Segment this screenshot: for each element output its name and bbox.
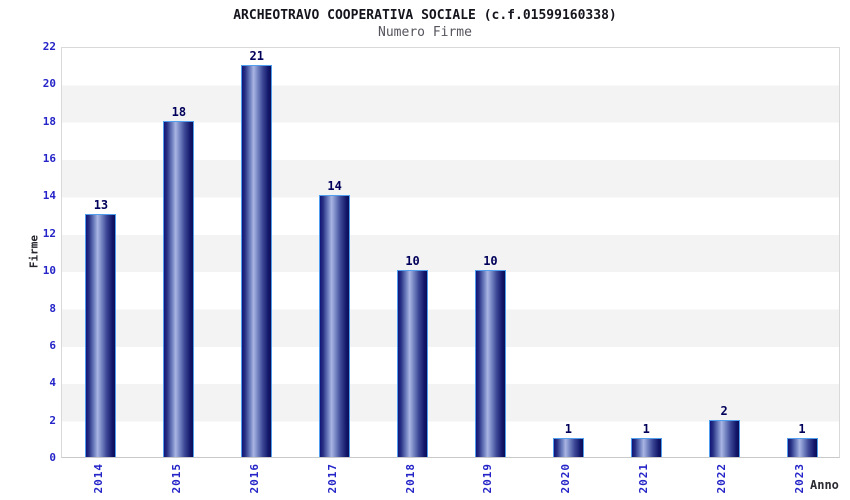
bar-value-label: 1	[564, 422, 572, 436]
y-tick-label: 2	[49, 413, 56, 427]
x-tick-label: 2022	[715, 463, 729, 494]
bar-2018	[397, 270, 429, 457]
x-tick-label: 2014	[91, 463, 105, 494]
bar-value-label: 1	[642, 422, 650, 436]
bar-value-label: 2	[720, 404, 728, 418]
y-tick-label: 18	[42, 114, 56, 128]
bar-2020	[552, 438, 584, 457]
x-tick-label: 2019	[481, 463, 495, 494]
x-tick-label: 2017	[325, 463, 339, 494]
x-tick-label: 2020	[559, 463, 573, 494]
bar-value-label: 14	[327, 179, 342, 193]
bar-value-label: 18	[171, 105, 187, 119]
bar-value-label: 21	[249, 49, 264, 63]
x-tick-label: 2021	[637, 463, 651, 494]
bar-2017	[319, 195, 351, 457]
bar-2014	[85, 214, 117, 457]
y-tick-label: 0	[49, 451, 56, 464]
bar-value-label: 10	[483, 254, 498, 268]
plot-area: 13 18 21 14 10 10 1 1 2 1	[61, 47, 840, 458]
y-tick-label: 16	[42, 152, 56, 166]
x-tick-label: 2015	[169, 463, 183, 494]
y-tick-label: 20	[42, 77, 56, 91]
chart-subtitle: Numero Firme	[378, 25, 472, 40]
y-tick-label: 12	[42, 226, 56, 240]
x-tick-label: 2018	[403, 463, 417, 494]
bar-2021	[630, 438, 662, 457]
chart-title: ARCHEOTRAVO COOPERATIVA SOCIALE (c.f.015…	[233, 8, 617, 23]
y-tick-label: 6	[49, 338, 56, 352]
y-tick-label: 4	[49, 376, 56, 390]
bar-2016	[241, 65, 273, 457]
y-tick-label: 10	[42, 264, 56, 278]
x-axis-title: Anno	[810, 478, 839, 492]
x-tick-label: 2023	[793, 463, 807, 494]
y-axis-title: Firme	[27, 234, 41, 269]
bar-2019	[474, 270, 506, 457]
bar-2023	[786, 438, 818, 457]
x-tick-label: 2016	[247, 463, 261, 494]
y-tick-label: 14	[42, 189, 56, 203]
bar-value-label: 10	[405, 254, 420, 268]
bar-value-label: 1	[798, 422, 806, 436]
bar-value-label: 13	[93, 198, 109, 212]
y-tick-label: 22	[42, 40, 56, 53]
bar-2015	[163, 121, 195, 457]
bar-2022	[708, 420, 740, 457]
y-tick-label: 8	[49, 301, 56, 315]
